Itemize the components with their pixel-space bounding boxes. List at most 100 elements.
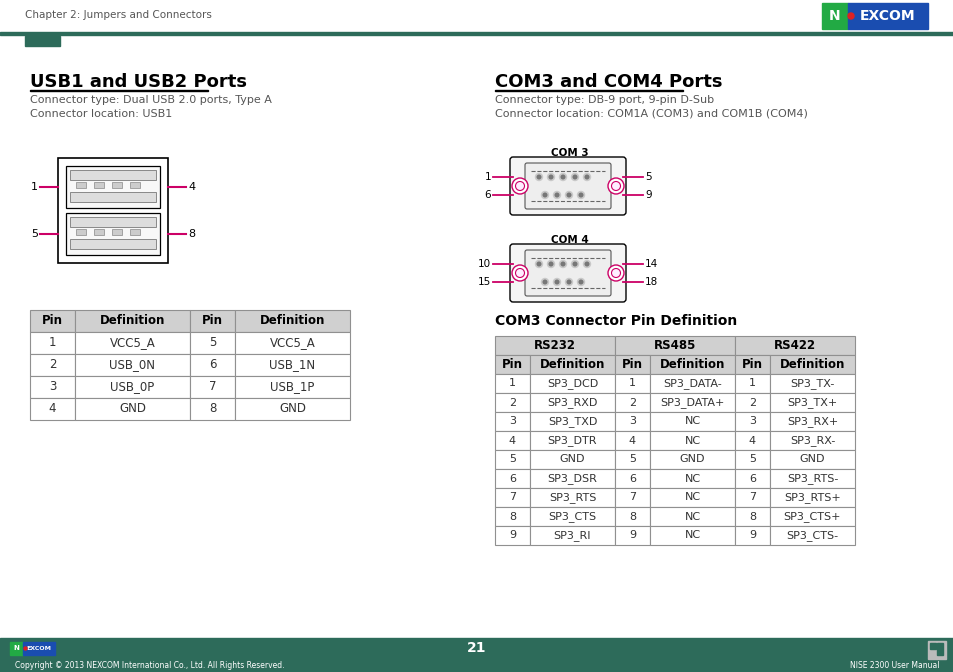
Circle shape bbox=[512, 178, 527, 194]
Circle shape bbox=[847, 13, 853, 19]
Circle shape bbox=[584, 262, 588, 266]
Bar bbox=[734, 355, 769, 374]
Text: RS232: RS232 bbox=[534, 339, 576, 352]
Circle shape bbox=[611, 181, 619, 190]
Circle shape bbox=[558, 173, 566, 181]
Text: SP3_TX+: SP3_TX+ bbox=[786, 397, 837, 408]
Bar bbox=[936, 643, 942, 655]
Bar bbox=[30, 376, 75, 398]
Bar bbox=[769, 374, 854, 393]
Bar bbox=[615, 507, 649, 526]
Circle shape bbox=[560, 262, 564, 266]
Text: N: N bbox=[828, 9, 840, 23]
Bar bbox=[734, 431, 769, 450]
Bar bbox=[847, 3, 927, 29]
Text: 9: 9 bbox=[644, 190, 651, 200]
Text: SP3_RTS: SP3_RTS bbox=[548, 492, 596, 503]
Bar bbox=[30, 90, 208, 91]
FancyBboxPatch shape bbox=[510, 244, 625, 302]
Bar bbox=[649, 507, 734, 526]
Text: GND: GND bbox=[679, 454, 704, 464]
Text: 3: 3 bbox=[748, 417, 755, 427]
Text: USB_0N: USB_0N bbox=[110, 358, 155, 372]
Text: 7: 7 bbox=[628, 493, 636, 503]
Bar bbox=[649, 450, 734, 469]
Bar bbox=[190, 310, 234, 332]
FancyBboxPatch shape bbox=[524, 163, 610, 209]
Bar bbox=[75, 310, 190, 332]
Text: SP3_DATA+: SP3_DATA+ bbox=[659, 397, 724, 408]
Text: 10: 10 bbox=[477, 259, 491, 269]
Text: NC: NC bbox=[683, 435, 700, 446]
Text: 8: 8 bbox=[628, 511, 636, 521]
Text: GND: GND bbox=[278, 403, 306, 415]
Text: Pin: Pin bbox=[501, 358, 522, 371]
Bar bbox=[530, 450, 615, 469]
Bar bbox=[76, 182, 86, 188]
Circle shape bbox=[607, 265, 623, 281]
Text: Pin: Pin bbox=[621, 358, 642, 371]
Bar bbox=[23, 642, 55, 655]
Bar bbox=[615, 526, 649, 545]
Circle shape bbox=[541, 192, 548, 198]
Text: GND: GND bbox=[799, 454, 824, 464]
Text: VCC5_A: VCC5_A bbox=[270, 337, 315, 349]
Text: 2: 2 bbox=[748, 398, 756, 407]
Text: 14: 14 bbox=[644, 259, 658, 269]
Bar bbox=[495, 374, 530, 393]
Text: NC: NC bbox=[683, 530, 700, 540]
Circle shape bbox=[515, 269, 524, 278]
Bar bbox=[75, 332, 190, 354]
Bar bbox=[0, 638, 953, 672]
Bar bbox=[0, 32, 953, 34]
Bar bbox=[649, 374, 734, 393]
Circle shape bbox=[577, 192, 584, 198]
Text: Definition: Definition bbox=[259, 314, 325, 327]
Bar bbox=[530, 374, 615, 393]
Text: 5: 5 bbox=[628, 454, 636, 464]
Text: SP3_CTS: SP3_CTS bbox=[548, 511, 596, 522]
Text: RS485: RS485 bbox=[653, 339, 696, 352]
Circle shape bbox=[571, 261, 578, 267]
Bar bbox=[530, 469, 615, 488]
Text: 5: 5 bbox=[748, 454, 755, 464]
Circle shape bbox=[567, 280, 570, 284]
Text: SP3_RTS+: SP3_RTS+ bbox=[783, 492, 840, 503]
Text: 5: 5 bbox=[209, 337, 216, 349]
Text: USB_0P: USB_0P bbox=[111, 380, 154, 394]
Bar bbox=[190, 354, 234, 376]
Bar bbox=[530, 393, 615, 412]
Bar bbox=[615, 374, 649, 393]
Bar bbox=[769, 526, 854, 545]
Circle shape bbox=[547, 173, 554, 181]
Circle shape bbox=[542, 280, 546, 284]
Circle shape bbox=[547, 261, 554, 267]
Circle shape bbox=[578, 194, 582, 197]
Circle shape bbox=[515, 181, 524, 190]
Text: SP3_RTS-: SP3_RTS- bbox=[786, 473, 838, 484]
Bar bbox=[530, 507, 615, 526]
Bar bbox=[75, 376, 190, 398]
Circle shape bbox=[565, 278, 572, 286]
Bar bbox=[30, 332, 75, 354]
Text: EXCOM: EXCOM bbox=[860, 9, 915, 23]
Text: 6: 6 bbox=[209, 358, 216, 372]
Bar bbox=[615, 355, 649, 374]
Text: 6: 6 bbox=[628, 474, 636, 483]
Bar bbox=[66, 166, 160, 208]
Text: 18: 18 bbox=[644, 277, 658, 287]
Circle shape bbox=[571, 173, 578, 181]
Bar bbox=[70, 170, 156, 180]
Bar bbox=[734, 507, 769, 526]
Text: Chapter 2: Jumpers and Connectors: Chapter 2: Jumpers and Connectors bbox=[25, 10, 212, 20]
Text: 5: 5 bbox=[509, 454, 516, 464]
Circle shape bbox=[578, 280, 582, 284]
Bar bbox=[94, 182, 104, 188]
Bar bbox=[234, 332, 350, 354]
Text: 6: 6 bbox=[509, 474, 516, 483]
Bar bbox=[769, 507, 854, 526]
Bar bbox=[495, 450, 530, 469]
Text: COM 3: COM 3 bbox=[551, 148, 588, 158]
Text: SP3_RX-: SP3_RX- bbox=[789, 435, 834, 446]
Circle shape bbox=[537, 262, 540, 266]
